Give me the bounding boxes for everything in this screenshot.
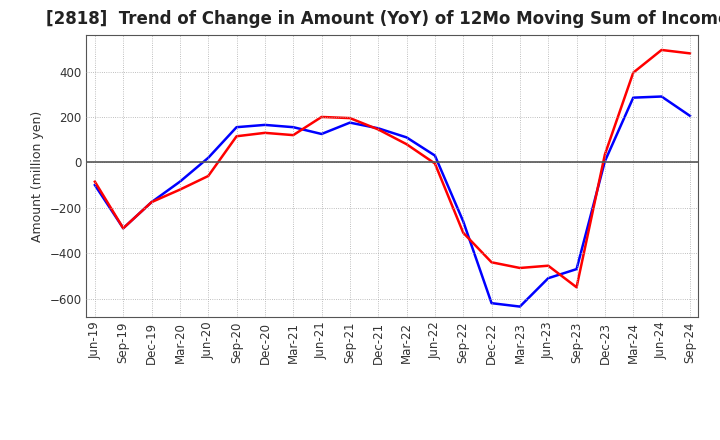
Ordinary Income bbox=[572, 267, 581, 272]
Line: Ordinary Income: Ordinary Income bbox=[95, 96, 690, 307]
Net Income bbox=[600, 152, 609, 157]
Ordinary Income bbox=[629, 95, 637, 100]
Line: Net Income: Net Income bbox=[95, 50, 690, 287]
Net Income bbox=[148, 199, 156, 205]
Net Income bbox=[374, 127, 382, 132]
Net Income bbox=[233, 134, 241, 139]
Net Income bbox=[402, 142, 411, 147]
Ordinary Income bbox=[544, 275, 552, 281]
Net Income bbox=[685, 51, 694, 56]
Net Income bbox=[318, 114, 326, 120]
Ordinary Income bbox=[176, 179, 184, 184]
Net Income bbox=[459, 230, 467, 235]
Ordinary Income bbox=[346, 120, 354, 125]
Net Income bbox=[657, 48, 666, 53]
Ordinary Income bbox=[261, 122, 269, 128]
Ordinary Income bbox=[487, 301, 496, 306]
Ordinary Income bbox=[204, 155, 212, 161]
Title: [2818]  Trend of Change in Amount (YoY) of 12Mo Moving Sum of Incomes: [2818] Trend of Change in Amount (YoY) o… bbox=[46, 10, 720, 28]
Net Income bbox=[572, 285, 581, 290]
Ordinary Income bbox=[431, 153, 439, 158]
Ordinary Income bbox=[657, 94, 666, 99]
Net Income bbox=[91, 179, 99, 184]
Ordinary Income bbox=[402, 135, 411, 140]
Ordinary Income bbox=[516, 304, 524, 309]
Net Income bbox=[516, 265, 524, 271]
Ordinary Income bbox=[91, 183, 99, 188]
Net Income bbox=[119, 226, 127, 231]
Ordinary Income bbox=[233, 125, 241, 130]
Ordinary Income bbox=[148, 199, 156, 205]
Net Income bbox=[431, 161, 439, 166]
Net Income bbox=[629, 70, 637, 75]
Ordinary Income bbox=[685, 113, 694, 118]
Net Income bbox=[487, 260, 496, 265]
Net Income bbox=[204, 173, 212, 179]
Ordinary Income bbox=[318, 132, 326, 137]
Ordinary Income bbox=[119, 226, 127, 231]
Ordinary Income bbox=[459, 219, 467, 224]
Ordinary Income bbox=[289, 125, 297, 130]
Net Income bbox=[346, 115, 354, 121]
Ordinary Income bbox=[374, 126, 382, 131]
Net Income bbox=[544, 263, 552, 268]
Ordinary Income bbox=[600, 158, 609, 164]
Net Income bbox=[176, 187, 184, 192]
Y-axis label: Amount (million yen): Amount (million yen) bbox=[31, 110, 44, 242]
Net Income bbox=[261, 130, 269, 136]
Net Income bbox=[289, 132, 297, 138]
